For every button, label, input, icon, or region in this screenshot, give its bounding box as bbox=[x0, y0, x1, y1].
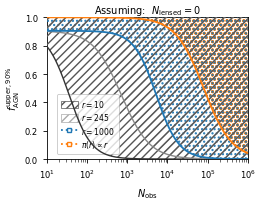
Legend: $r = 10$, $r = 245$, $r = 1000$, $\pi(r) \propto r$: $r = 10$, $r = 245$, $r = 1000$, $\pi(r)… bbox=[57, 95, 119, 154]
Y-axis label: $f_{\mathrm{AGN}}^{\mathrm{upper,90\%}}$: $f_{\mathrm{AGN}}^{\mathrm{upper,90\%}}$ bbox=[4, 67, 22, 111]
X-axis label: $N_{\mathrm{obs}}$: $N_{\mathrm{obs}}$ bbox=[137, 186, 158, 200]
Title: Assuming:  $N_{\mathrm{lensed}} = 0$: Assuming: $N_{\mathrm{lensed}} = 0$ bbox=[94, 4, 201, 18]
